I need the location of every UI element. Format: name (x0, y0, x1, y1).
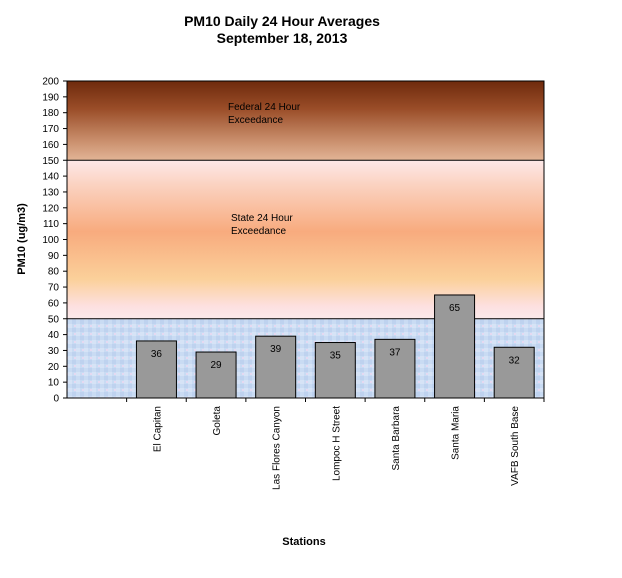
y-tick-label: 90 (48, 251, 60, 262)
category-label: El Capitan (152, 406, 163, 452)
category-label: Goleta (212, 406, 223, 436)
y-tick-label: 160 (42, 140, 59, 151)
bar (434, 294, 476, 399)
y-tick-label: 0 (53, 394, 59, 405)
chart-title: PM10 Daily 24 Hour Averages (184, 13, 380, 29)
y-tick-label: 10 (48, 378, 60, 389)
zone-band (67, 160, 544, 319)
y-tick-label: 100 (42, 235, 59, 246)
y-tick-label: 70 (48, 283, 60, 294)
y-tick-label: 180 (42, 108, 59, 119)
y-tick-label: 50 (48, 314, 60, 325)
data-label: 37 (389, 347, 401, 358)
y-tick-label: 80 (48, 267, 60, 278)
y-tick-label: 140 (42, 172, 59, 183)
y-tick-label: 40 (48, 330, 60, 341)
y-tick-label: 200 (42, 77, 59, 88)
y-tick-label: 120 (42, 203, 59, 214)
y-tick-label: 130 (42, 187, 59, 198)
data-label: 35 (330, 351, 342, 362)
zone-label: Federal 24 Hour Exceedance (228, 102, 301, 126)
category-label: Santa Maria (451, 406, 462, 460)
plot-area: State 24 Hour Exceedance Federal 24 Hour Ex… (42, 77, 545, 490)
chart-subtitle: September 18, 2013 (217, 30, 348, 46)
data-label: 32 (509, 355, 521, 366)
y-tick-label: 150 (42, 156, 59, 167)
y-tick-label: 20 (48, 362, 60, 373)
category-label: Las Flores Canyon (272, 406, 283, 490)
data-label: 36 (151, 349, 163, 360)
bar (255, 335, 297, 399)
data-label: 29 (211, 360, 223, 371)
category-label: VAFB South Base (510, 406, 521, 486)
bar (493, 346, 535, 399)
y-tick-label: 190 (42, 92, 59, 103)
y-tick-label: 30 (48, 346, 60, 357)
bar (314, 342, 356, 399)
bar (195, 351, 237, 399)
data-label: 65 (449, 303, 461, 314)
category-label: Santa Barbara (391, 406, 402, 471)
y-tick-label: 60 (48, 298, 60, 309)
y-axis-title: PM10 (ug/m3) (16, 203, 28, 275)
x-axis-title: Stations (282, 536, 325, 548)
zone-label: State 24 Hour Exceedance (231, 213, 293, 237)
category-label: Lompoc H Street (331, 406, 342, 481)
y-tick-label: 110 (43, 219, 59, 230)
y-tick-label: 170 (42, 124, 59, 135)
zone-band (67, 81, 544, 161)
data-label: 39 (270, 344, 282, 355)
